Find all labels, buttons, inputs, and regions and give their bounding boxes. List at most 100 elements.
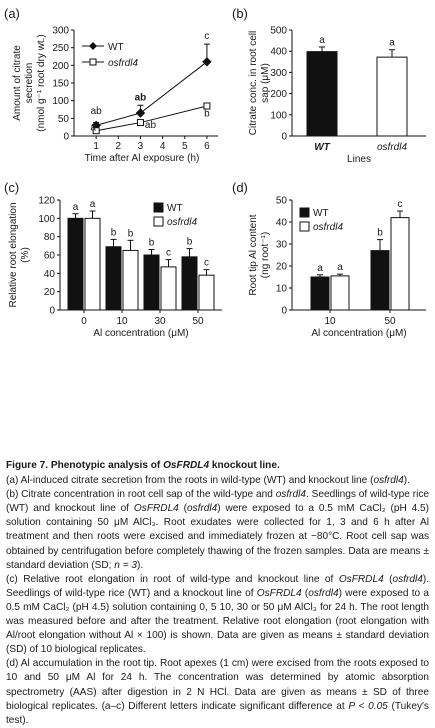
b-y-tick-label: 0: [281, 132, 287, 143]
d-significance-letter: b: [377, 228, 383, 239]
caption-title-gene: OsFRDL4: [163, 460, 210, 471]
figure-caption: Figure 7. Phenotypic analysis of OsFRDL4…: [6, 459, 429, 728]
a-significance-letter: ab: [135, 93, 147, 104]
a-y-tick-label: 150: [52, 79, 69, 90]
a-y-tick-label: 50: [58, 114, 70, 125]
panel-a-letter: (a): [4, 6, 20, 21]
b-bar-osfrdl4: [376, 56, 408, 137]
a-y-tick-label: 200: [52, 61, 69, 72]
c-significance-letter: a: [90, 199, 96, 210]
b-x-tick-label: WT: [314, 142, 330, 153]
c-legend-osfrdl4-label: osfrdl4: [167, 217, 197, 228]
d-bar-wt: [370, 250, 390, 311]
b-significance-letter: a: [319, 35, 325, 46]
a-series-osfrdl4-point: [92, 127, 100, 135]
a-y-tick-label: 0: [63, 132, 69, 143]
c-significance-letter: c: [166, 248, 171, 259]
d-significance-letter: c: [398, 199, 403, 210]
a-series-wt-point: [202, 57, 212, 67]
panel-b-letter: (b): [232, 6, 248, 21]
a-y-tick-label: 300: [52, 26, 69, 37]
a-x-tick-label: 5: [182, 141, 188, 152]
c-y-tick-label: 120: [38, 196, 55, 207]
a-series-osfrdl4-point: [203, 102, 211, 110]
c-bar-osfrdl4: [198, 274, 215, 311]
c-x-axis-label: Al concentration (μM): [93, 328, 188, 339]
d-y-axis-label: (ng root⁻¹): [260, 232, 271, 278]
a-series-osfrdl4-point: [136, 119, 144, 127]
c-y-tick-label: 60: [44, 251, 56, 262]
c-bar-wt: [181, 256, 198, 311]
caption-paragraph-d: (d) Al accumulation in the root tip. Roo…: [6, 658, 429, 726]
a-series-wt-point: [135, 108, 146, 118]
a-legend-osfrdl4-marker: [89, 58, 97, 66]
d-legend-wt-swatch: [299, 207, 310, 218]
panel-c-letter: (c): [4, 180, 19, 195]
b-y-tick-label: 300: [270, 68, 287, 79]
c-bar-wt: [67, 217, 84, 311]
a-significance-letter: ab: [145, 120, 157, 131]
d-y-tick-label: 20: [276, 262, 288, 273]
a-significance-letter: ab: [91, 106, 103, 117]
caption-paragraph-a: (a) Al-induced citrate secretion from th…: [6, 475, 410, 487]
d-y-tick-label: 40: [276, 218, 288, 229]
a-x-tick-label: 4: [160, 141, 166, 152]
a-y-tick-label: 250: [52, 43, 69, 54]
d-bar-wt: [310, 276, 330, 311]
a-x-tick-label: 1: [93, 141, 99, 152]
b-x-axis-label: Lines: [347, 154, 371, 165]
c-x-tick-label: 30: [154, 316, 166, 327]
b-significance-letter: a: [389, 38, 395, 49]
d-x-axis-label: Al concentration (μM): [311, 328, 406, 339]
d-legend-wt-label: WT: [313, 208, 329, 219]
a-legend-osfrdl4-label: osfrdl4: [108, 58, 138, 69]
c-y-axis-label: Relative root elongation: [8, 202, 19, 307]
caption-paragraph-b: (b) Citrate concentration in root cell s…: [6, 489, 429, 571]
c-bar-osfrdl4: [84, 217, 101, 311]
c-significance-letter: b: [187, 237, 193, 248]
c-significance-letter: c: [204, 258, 209, 269]
c-significance-letter: a: [73, 202, 79, 213]
c-bar-wt: [143, 254, 160, 311]
d-bar-osfrdl4: [390, 217, 410, 311]
c-legend-wt-label: WT: [167, 203, 183, 214]
c-x-tick-label: 10: [116, 316, 128, 327]
c-y-tick-label: 40: [44, 269, 56, 280]
b-y-axis-label: sap (μM): [260, 63, 271, 103]
c-y-tick-label: 0: [49, 306, 55, 317]
d-significance-letter: a: [317, 263, 323, 274]
a-x-tick-label: 6: [204, 141, 210, 152]
panel-d-letter: (d): [232, 180, 248, 195]
b-y-tick-label: 200: [270, 89, 287, 100]
caption-title-text-a: Phenotypic analysis of: [48, 460, 164, 471]
c-y-tick-label: 20: [44, 287, 56, 298]
b-y-tick-label: 500: [270, 26, 287, 37]
c-y-axis-label: (%): [20, 247, 31, 263]
d-significance-letter: a: [337, 262, 343, 273]
a-y-axis-label: secretion: [24, 63, 35, 104]
d-y-axis-label: Root tip Al content: [248, 214, 259, 295]
a-legend-wt-label: WT: [108, 42, 124, 53]
caption-title-text-b: knockout line.: [209, 460, 280, 471]
b-y-tick-label: 400: [270, 47, 287, 58]
b-y-tick-label: 100: [270, 110, 287, 121]
a-significance-letter: b: [204, 109, 210, 120]
c-legend-wt-swatch: [153, 202, 164, 213]
caption-figure-number: Figure 7.: [6, 460, 49, 471]
c-x-tick-label: 50: [192, 316, 204, 327]
b-y-axis-label: Citrate conc. in root cell: [248, 31, 259, 136]
d-x-tick-label: 50: [384, 316, 396, 327]
c-bar-osfrdl4: [122, 249, 139, 311]
c-significance-letter: b: [111, 227, 117, 238]
d-x-tick-label: 10: [324, 316, 336, 327]
a-y-axis-label: Amount of citrate: [12, 45, 23, 121]
c-bar-wt: [105, 246, 122, 311]
c-bar-osfrdl4: [160, 266, 177, 311]
d-legend-osfrdl4-label: osfrdl4: [313, 222, 343, 233]
a-series-wt-line: [96, 61, 208, 126]
d-bar-osfrdl4: [330, 275, 350, 311]
a-y-tick-label: 100: [52, 96, 69, 107]
